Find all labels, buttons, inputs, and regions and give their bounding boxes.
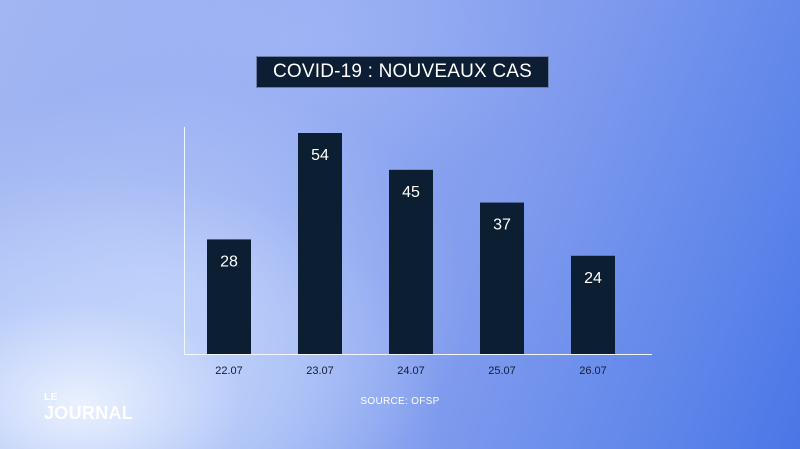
x-tick-label: 23.07: [306, 365, 334, 377]
bar-25.07: [480, 202, 524, 354]
bar-23.07: [298, 133, 342, 354]
x-tick-label: 24.07: [397, 365, 425, 377]
x-tick-label: 25.07: [488, 365, 516, 377]
bar-value-label: 24: [584, 270, 602, 287]
chart-title-box: COVID-19 : NOUVEAUX CAS: [256, 56, 549, 88]
x-tick-label: 26.07: [579, 365, 607, 377]
bar-26.07: [571, 255, 615, 354]
source-note: SOURCE: OFSP: [360, 396, 440, 407]
chart-title: COVID-19 : NOUVEAUX CAS: [272, 61, 533, 82]
bar-value-label: 37: [493, 217, 511, 234]
x-tick-label: 22.07: [215, 365, 243, 377]
bar-value-label: 45: [402, 184, 420, 201]
bar-value-label: 28: [220, 253, 238, 270]
logo-journal-text: JOURNAL: [44, 403, 134, 423]
logo-le-text: LE: [44, 392, 58, 403]
bar-value-label: 54: [311, 147, 329, 164]
bar-24.07: [389, 169, 433, 354]
bar-22.07: [207, 239, 251, 354]
le-journal-logo: LE JOURNAL: [44, 392, 134, 424]
